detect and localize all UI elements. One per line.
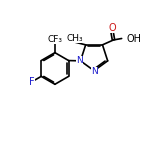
- Text: OH: OH: [127, 33, 142, 43]
- Text: CF₃: CF₃: [47, 35, 62, 44]
- Text: CH₃: CH₃: [66, 34, 83, 43]
- Text: F: F: [29, 77, 35, 87]
- Text: N: N: [92, 67, 98, 76]
- Text: O: O: [108, 23, 116, 33]
- Text: N: N: [76, 56, 83, 65]
